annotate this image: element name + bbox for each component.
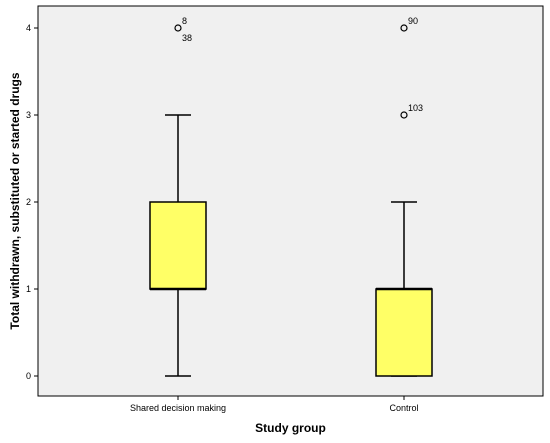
outlier-label: 8: [182, 16, 187, 26]
iqr-box: [375, 288, 433, 377]
y-tick-label: 0: [26, 371, 31, 381]
box-group: 8 38: [149, 16, 207, 377]
outlier-point: [400, 24, 408, 32]
outlier-label: 38: [182, 33, 192, 43]
outlier-label: 90: [408, 16, 418, 26]
outlier-point: [174, 24, 182, 32]
y-tick-label: 2: [26, 197, 31, 207]
x-tick-label: Shared decision making: [130, 403, 226, 413]
x-tick-label: Control: [389, 403, 418, 413]
y-tick-label: 1: [26, 284, 31, 294]
x-axis: Shared decision making Control: [130, 396, 419, 413]
box-group: 90 103: [375, 16, 433, 377]
y-axis: 0 1 2 3 4: [26, 23, 38, 381]
x-axis-title: Study group: [255, 421, 326, 435]
outlier-label: 103: [408, 103, 423, 113]
y-tick-label: 3: [26, 110, 31, 120]
plot-area: [37, 5, 544, 397]
outlier-point: [400, 111, 408, 119]
boxes-layer: 8 38 90 103: [149, 16, 433, 377]
iqr-box: [149, 201, 207, 290]
y-axis-title: Total withdrawn, substituted or started …: [8, 72, 22, 329]
y-tick-label: 4: [26, 23, 31, 33]
